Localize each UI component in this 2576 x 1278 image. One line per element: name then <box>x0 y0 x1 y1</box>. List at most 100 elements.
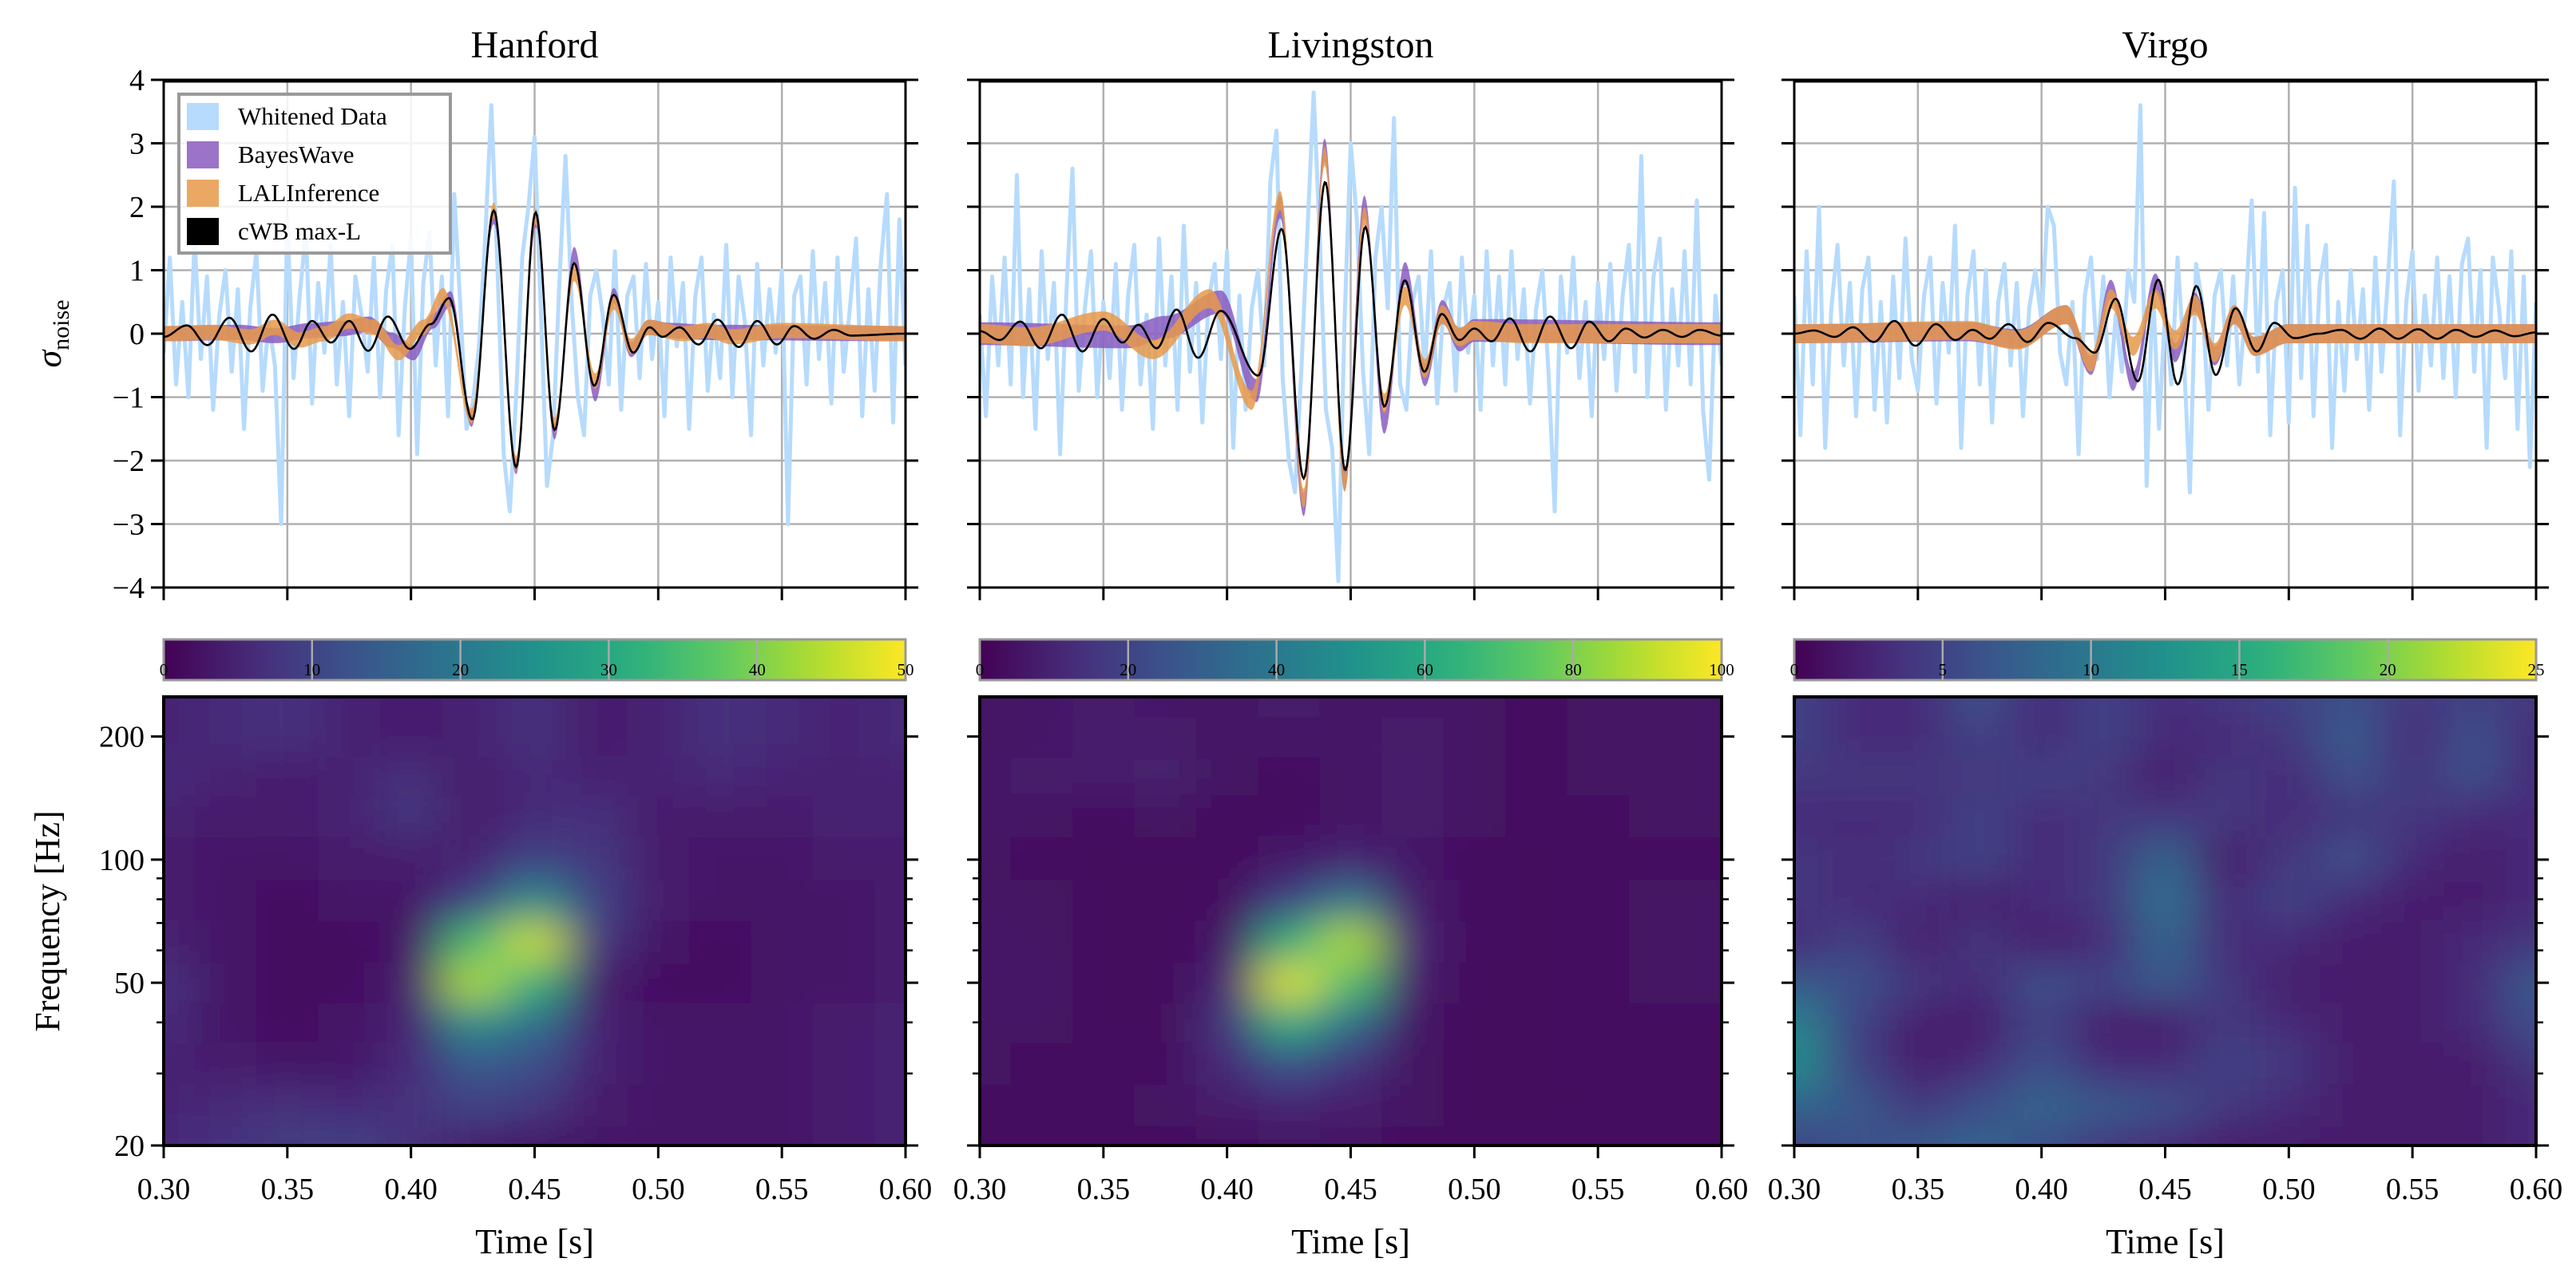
heatmap-cell <box>689 1083 752 1127</box>
heatmap-cell <box>874 1126 906 1145</box>
y-tick-label: 20 <box>114 1130 145 1163</box>
heatmap-cell <box>1196 697 1259 718</box>
y-tick-label: −3 <box>113 508 145 542</box>
heatmap-cell <box>627 1042 690 1085</box>
heatmap-cell <box>2011 1042 2074 1085</box>
x-tick-label: 0.60 <box>1695 1173 1749 1206</box>
colorbar-tick-label: 40 <box>749 660 766 679</box>
heatmap-cell <box>2134 756 2198 796</box>
heatmap-cell <box>2011 716 2074 758</box>
heatmap-cell <box>1505 1083 1568 1127</box>
heatmap-cell <box>1319 920 1383 963</box>
heatmap-cell <box>1794 794 1826 837</box>
heatmap-cell <box>1134 697 1197 718</box>
heatmap-cell <box>812 1002 876 1043</box>
heatmap-cell <box>1887 1083 1950 1127</box>
heatmap-cell <box>2320 756 2383 796</box>
heatmap-cell <box>1628 836 1692 880</box>
heatmap-cell <box>1196 1042 1259 1085</box>
heatmap-cell <box>751 716 814 758</box>
heatmap-cell <box>1505 962 1568 1003</box>
heatmap-cell <box>2196 879 2259 922</box>
y-tick-label: −2 <box>113 445 145 478</box>
heatmap-cell <box>256 1083 319 1127</box>
heatmap-cell <box>874 794 906 837</box>
heatmap-cell <box>1948 794 2011 837</box>
heatmap-cell <box>689 716 752 758</box>
heatmap-cell <box>627 794 690 837</box>
heatmap-cell <box>256 1002 319 1043</box>
heatmap-cell <box>503 1083 567 1127</box>
heatmap-cell <box>1690 962 1722 1003</box>
heatmap-cell <box>689 794 752 837</box>
heatmap-cell <box>2505 1083 2536 1127</box>
heatmap-cell <box>1381 1126 1445 1145</box>
heatmap-cell <box>1443 920 1506 963</box>
heatmap-cell <box>2011 836 2074 880</box>
cwb-max-l-line <box>1794 279 2536 386</box>
heatmap-cell <box>1567 697 1630 718</box>
heatmap-cell <box>565 697 628 718</box>
heatmap-cell <box>256 1126 319 1145</box>
heatmap-cell <box>1072 756 1135 796</box>
heatmap-cell <box>2505 1042 2536 1085</box>
heatmap-cell <box>256 756 319 796</box>
heatmap-cell <box>194 794 258 837</box>
heatmap-cell <box>565 836 628 880</box>
heatmap-cell <box>2443 697 2507 718</box>
heatmap-cell <box>2072 716 2135 758</box>
heatmap-cell <box>1258 836 1321 880</box>
heatmap-cell <box>318 836 381 880</box>
plot-area <box>1794 103 2536 495</box>
heatmap-cell <box>2072 1126 2135 1145</box>
colorbar-tick-label: 15 <box>2231 660 2248 679</box>
heatmap-cell <box>256 836 319 880</box>
heatmap-cell <box>565 716 628 758</box>
heatmap-cell <box>627 836 690 880</box>
heatmap-cell <box>1825 697 1888 718</box>
heatmap-cell <box>874 1042 906 1085</box>
x-tick-label: 0.30 <box>953 1173 1007 1206</box>
heatmap-cell <box>1381 920 1445 963</box>
heatmap-cell <box>1505 794 1568 837</box>
heatmap-cell <box>1948 756 2011 796</box>
heatmap-cell <box>1319 1002 1383 1043</box>
heatmap-cell <box>164 697 196 718</box>
heatmap-cell <box>1443 879 1506 922</box>
heatmap-cell <box>2011 1083 2074 1127</box>
panel-title: Hanford <box>471 24 599 66</box>
y-tick-label: −1 <box>113 382 145 415</box>
heatmap-cell <box>1196 1126 1259 1145</box>
heatmap-cell <box>1381 962 1445 1003</box>
heatmap-cell <box>1825 920 1888 963</box>
legend-swatch <box>187 141 219 168</box>
heatmap <box>1794 697 2536 1145</box>
panel-title: Virgo <box>2122 24 2208 66</box>
heatmap-cell <box>1794 962 1826 1003</box>
heatmap-cell <box>2134 1042 2198 1085</box>
y-tick-label: 1 <box>129 255 145 288</box>
waveform-panel-virgo: Virgo <box>1781 24 2549 600</box>
heatmap-cell <box>194 716 258 758</box>
heatmap-cell <box>1628 962 1692 1003</box>
heatmap-cell <box>2505 879 2536 922</box>
heatmap-cell <box>2257 1126 2320 1145</box>
heatmap-cell <box>2443 962 2507 1003</box>
heatmap-cell <box>751 794 814 837</box>
heatmap-cell <box>751 1042 814 1085</box>
heatmap-cell <box>1628 756 1692 796</box>
heatmap-cell <box>256 716 319 758</box>
colorbar-tick-label: 20 <box>1120 660 1136 679</box>
heatmap-cell <box>751 1002 814 1043</box>
heatmap-cell <box>2381 962 2444 1003</box>
heatmap-cell <box>1443 794 1506 837</box>
heatmap-cell <box>1072 716 1135 758</box>
x-tick-label: 0.60 <box>2510 1173 2563 1206</box>
heatmap-cell <box>1381 794 1445 837</box>
heatmap-cell <box>1825 1083 1888 1127</box>
heatmap-cell <box>1505 1126 1568 1145</box>
heatmap-cell <box>318 879 381 922</box>
heatmap-cell <box>2320 697 2383 718</box>
heatmap-cell <box>874 697 906 718</box>
heatmap-cell <box>980 697 1012 718</box>
